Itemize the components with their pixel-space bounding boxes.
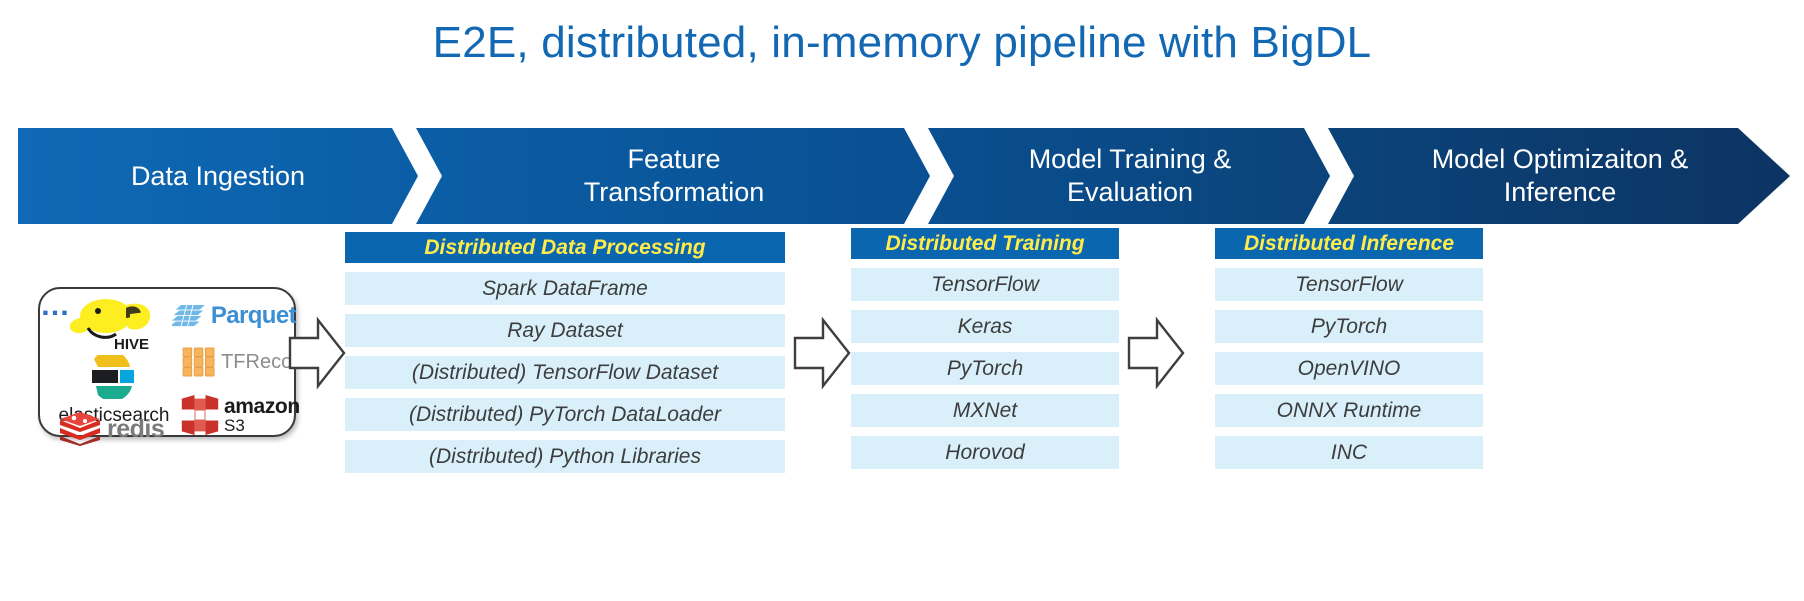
table-row: ONNX Runtime bbox=[1215, 394, 1483, 427]
table-row: PyTorch bbox=[1215, 310, 1483, 343]
pipeline-stage-label: Data Ingestion bbox=[130, 160, 306, 191]
table-header: Distributed Training bbox=[851, 228, 1119, 259]
pipeline-stage-model-training-evaluation[interactable]: Model Training & Evaluation bbox=[930, 128, 1354, 224]
table-row: (Distributed) PyTorch DataLoader bbox=[345, 398, 785, 431]
table-row: TensorFlow bbox=[851, 268, 1119, 301]
source-ellipsis-label: … bbox=[40, 289, 71, 322]
table-row: Spark DataFrame bbox=[345, 272, 785, 305]
hive-logo-label: HIVE bbox=[114, 336, 149, 352]
table-distributed-data-processing: Distributed Data Processing Spark DataFr… bbox=[345, 232, 785, 473]
flow-arrow-ingestion-to-processing bbox=[288, 316, 346, 390]
table-row: Horovod bbox=[851, 436, 1119, 469]
redis-logo-label: redis bbox=[107, 414, 165, 443]
table-row: Keras bbox=[851, 310, 1119, 343]
amazon-s3-logo-label-top: amazon bbox=[224, 394, 300, 418]
table-row: Ray Dataset bbox=[345, 314, 785, 347]
pipeline-stage-data-ingestion[interactable]: Data Ingestion bbox=[18, 128, 442, 224]
data-source-logo-box: HIVE elasticsearch redis bbox=[38, 287, 310, 446]
page-title: E2E, distributed, in-memory pipeline wit… bbox=[432, 18, 1372, 67]
table-row: (Distributed) Python Libraries bbox=[345, 440, 785, 473]
table-header: Distributed Data Processing bbox=[345, 232, 785, 263]
parquet-logo-icon: Parquet bbox=[172, 299, 297, 333]
amazon-s3-logo-icon: amazon S3 bbox=[180, 389, 312, 441]
tfrecord-logo-label: TFRecord bbox=[221, 350, 310, 373]
parquet-logo-label: Parquet bbox=[210, 302, 297, 329]
redis-logo-icon: redis bbox=[58, 411, 178, 447]
pipeline-stage-label: Model Training & Evaluation bbox=[1028, 144, 1232, 207]
pipeline-stage-label: Model Optimizaiton & Inference bbox=[1431, 144, 1689, 207]
amazon-s3-logo-label-bottom: S3 bbox=[224, 415, 245, 435]
table-row: OpenVINO bbox=[1215, 352, 1483, 385]
pipeline-stage-feature-transformation[interactable]: Feature Transformation bbox=[418, 128, 954, 224]
table-row: PyTorch bbox=[851, 352, 1119, 385]
table-row: (Distributed) TensorFlow Dataset bbox=[345, 356, 785, 389]
flow-arrow-processing-to-training bbox=[793, 316, 851, 390]
table-row: MXNet bbox=[851, 394, 1119, 427]
hive-logo-icon: HIVE bbox=[62, 294, 166, 353]
pipeline-stage-label: Feature Transformation bbox=[583, 144, 765, 207]
table-row: TensorFlow bbox=[1215, 268, 1483, 301]
pipeline-stage-model-optimization-inference[interactable]: Model Optimizaiton & Inference bbox=[1330, 128, 1790, 224]
pipeline-banner: Data Ingestion Feature Transformation Mo… bbox=[18, 128, 1790, 224]
table-header: Distributed Inference bbox=[1215, 228, 1483, 259]
table-distributed-inference: Distributed Inference TensorFlow PyTorch… bbox=[1215, 228, 1483, 469]
table-row: INC bbox=[1215, 436, 1483, 469]
flow-arrow-training-to-inference bbox=[1127, 316, 1185, 390]
tfrecord-logo-icon: TFRecord bbox=[180, 337, 310, 387]
table-distributed-training: Distributed Training TensorFlow Keras Py… bbox=[851, 228, 1119, 469]
